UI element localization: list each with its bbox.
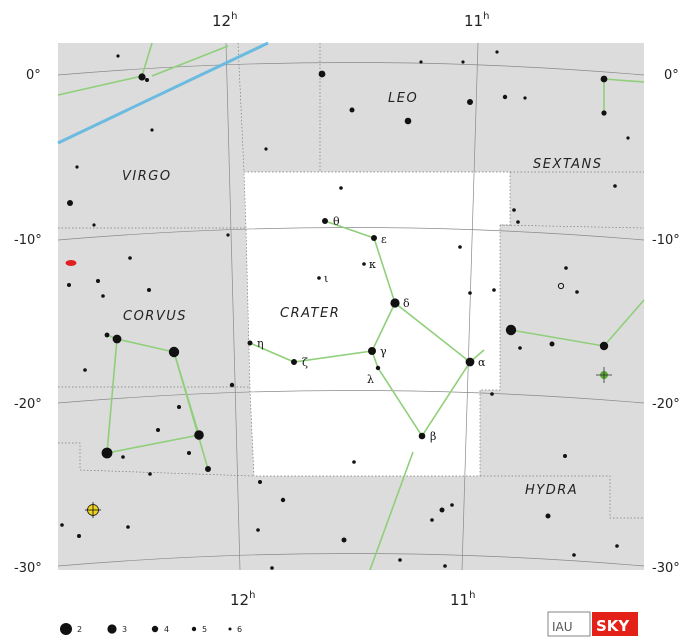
cluster-marker bbox=[557, 282, 565, 290]
magnitude-legend: 2 3 4 5 6 bbox=[60, 623, 242, 635]
star-label-gamma: γ bbox=[380, 345, 387, 358]
dec-label-right-0: 0° bbox=[664, 68, 679, 83]
dec-label-right-30: -30° bbox=[652, 561, 680, 576]
legend-mag-4: 4 bbox=[164, 625, 169, 634]
star-label-delta: δ bbox=[403, 297, 410, 310]
legend-mag-6-dot bbox=[228, 627, 232, 631]
star-label-eta: η bbox=[257, 337, 264, 350]
logo-iau-text: IAU bbox=[552, 620, 573, 634]
star-label-epsilon: ε bbox=[381, 233, 387, 246]
star-label-theta: θ bbox=[333, 215, 340, 228]
ra-label-top-12h: 12h bbox=[212, 11, 237, 30]
stars bbox=[60, 50, 630, 570]
star-label-lambda: λ bbox=[367, 373, 374, 386]
dec-label-right-20: -20° bbox=[652, 397, 680, 412]
constellation-leo: LEO bbox=[388, 91, 418, 106]
constellation-hydra: HYDRA bbox=[525, 483, 578, 498]
sun-marker bbox=[85, 502, 101, 518]
constellation-sextans: SEXTANS bbox=[533, 157, 603, 172]
ra-label-top-11h: 11h bbox=[464, 11, 489, 30]
constellation-crater: CRATER bbox=[280, 306, 340, 321]
star-label-iota: ι bbox=[324, 272, 328, 285]
constellation-virgo: VIRGO bbox=[122, 169, 172, 184]
star-label-kappa: κ bbox=[369, 258, 376, 271]
star-label-alpha: α bbox=[478, 356, 486, 369]
dec-label-left-0: 0° bbox=[26, 68, 41, 83]
dec-label-right-10: -10° bbox=[652, 233, 680, 248]
planet-marker bbox=[596, 367, 612, 383]
logo-sky-text: SKY bbox=[596, 617, 630, 635]
galaxy-marker bbox=[65, 260, 77, 266]
constellation-boundaries bbox=[58, 42, 645, 519]
dec-label-left-30: -30° bbox=[14, 561, 42, 576]
legend-mag-4-dot bbox=[151, 625, 159, 633]
iau-sky-logo: IAU SKY bbox=[547, 611, 638, 637]
legend-mag-2-dot bbox=[60, 623, 72, 635]
legend-mag-5-dot bbox=[191, 626, 197, 632]
legend-mag-6: 6 bbox=[237, 625, 242, 634]
legend-mag-2: 2 bbox=[77, 625, 82, 634]
legend-mag-5: 5 bbox=[202, 625, 207, 634]
ra-label-bottom-11h: 11h bbox=[450, 590, 475, 609]
ecliptic-line bbox=[57, 41, 269, 145]
coordinate-grid bbox=[57, 42, 645, 571]
star-label-beta: β bbox=[430, 430, 436, 443]
legend-mag-3-dot bbox=[107, 624, 117, 634]
dec-label-left-20: -20° bbox=[14, 397, 42, 412]
ra-label-bottom-12h: 12h bbox=[230, 590, 255, 609]
constellation-corvus: CORVUS bbox=[123, 309, 187, 324]
star-label-zeta: ζ bbox=[302, 356, 308, 369]
crater-region bbox=[244, 172, 510, 476]
legend-mag-3: 3 bbox=[122, 625, 127, 634]
dec-label-left-10: -10° bbox=[14, 233, 42, 248]
